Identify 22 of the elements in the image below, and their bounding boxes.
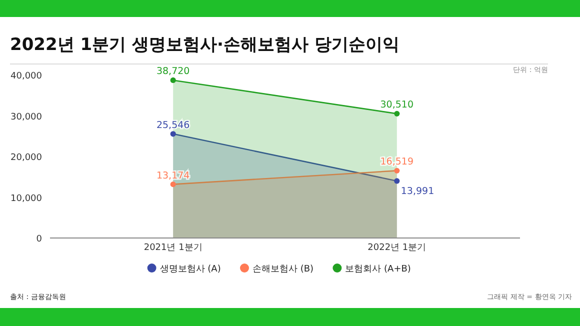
- point: [394, 168, 400, 174]
- data-label: 16,519: [380, 156, 414, 168]
- data-label: 38,720: [156, 66, 190, 78]
- point: [170, 182, 176, 188]
- chart-title: 2022년 1분기 생명보험사·손해보험사 당기순이익: [10, 35, 400, 55]
- y-tick-label: 40,000: [10, 72, 42, 82]
- y-tick-label: 0: [36, 234, 42, 244]
- y-tick-label: 30,000: [10, 112, 42, 122]
- legend-label: 손해보험사 (B): [252, 264, 314, 274]
- legend-label: 생명보험사 (A): [160, 264, 221, 274]
- data-label: 13,991: [400, 186, 434, 197]
- point: [394, 110, 400, 116]
- legend-label: 보험회사 (A+B): [345, 264, 411, 274]
- point: [394, 178, 400, 184]
- point: [170, 131, 176, 137]
- point: [170, 77, 176, 84]
- y-tick-label: 10,000: [10, 194, 42, 204]
- x-tick-label: 2022년 1분기: [368, 243, 426, 253]
- x-tick-label: 2021년 1분기: [144, 243, 202, 253]
- data-label: 30,510: [380, 100, 414, 111]
- data-label: 25,546: [156, 120, 190, 131]
- y-tick-label: 20,000: [10, 153, 42, 163]
